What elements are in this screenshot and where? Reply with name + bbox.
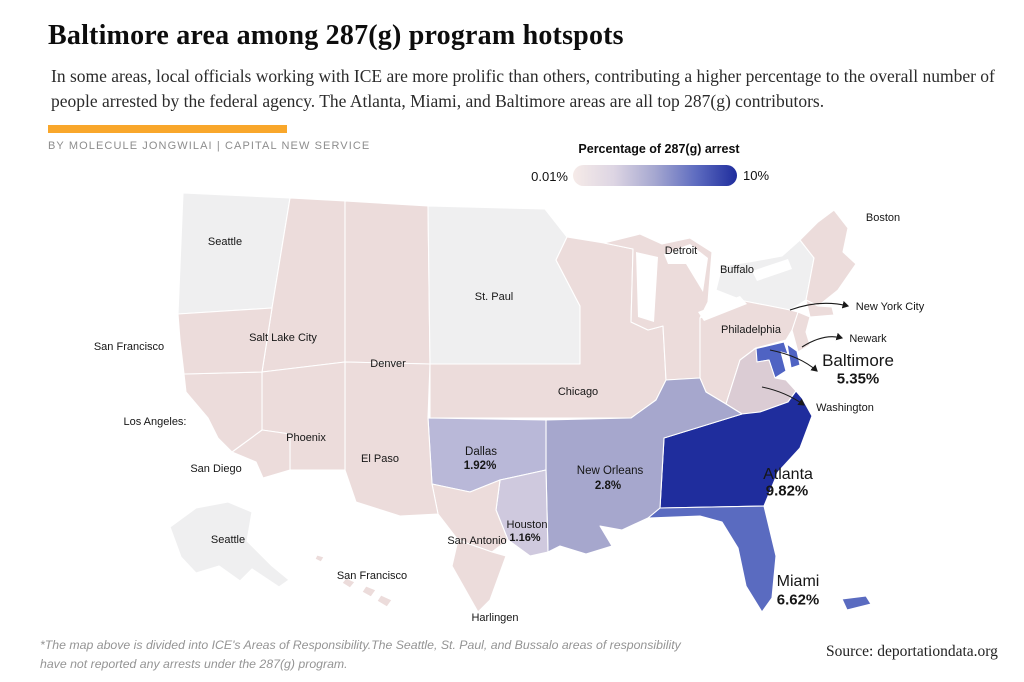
source-credit: Source: deportationdata.org: [826, 643, 998, 660]
map-label-los-angeles: Los Angeles:: [123, 416, 187, 428]
map-label-newark: Newark: [849, 333, 887, 345]
map-label-houston-pct: 1.16%: [509, 532, 541, 544]
map-label-harlingen: Harlingen: [471, 612, 519, 624]
legend-title: Percentage of 287(g) arrest: [578, 142, 740, 156]
region-hawaii: [314, 554, 393, 608]
region-harlingen: [451, 539, 507, 613]
lake-shape: [664, 244, 708, 292]
map-label-san-francisco-south: San Francisco: [336, 570, 408, 582]
map-label-miami: Miami: [776, 573, 820, 590]
lake-shape: [636, 252, 658, 322]
map-label-san-antonio: San Antonio: [447, 535, 507, 547]
map-label-seattle-alaska: Seattle: [210, 534, 246, 546]
map-label-dallas-pct: 1.92%: [463, 460, 497, 472]
map-label-st-paul: St. Paul: [474, 291, 514, 303]
map-label-denver: Denver: [370, 358, 406, 370]
map-label-baltimore-pct: 5.35%: [836, 370, 880, 388]
region-boston: [799, 209, 857, 307]
map-label-san-diego: San Diego: [190, 463, 242, 475]
map-label-washington: Washington: [816, 402, 874, 414]
annotation-arrow: [801, 332, 844, 348]
footnote: *The map above is divided into ICE's Are…: [40, 636, 681, 674]
lake-shape: [698, 296, 747, 321]
map-label-buffalo: Buffalo: [719, 264, 755, 276]
accent-bar: [48, 125, 287, 133]
page-title: Baltimore area among 287(g) program hots…: [48, 20, 624, 51]
region-st-paul: [427, 205, 581, 365]
map-label-dallas: Dallas: [465, 446, 497, 458]
map-label-seattle-nw: Seattle: [207, 236, 243, 248]
footnote-line-1: *The map above is divided into ICE's Are…: [40, 638, 681, 652]
map-label-boston: Boston: [865, 212, 901, 224]
region-el-paso: [344, 361, 439, 517]
legend-gradient-bar: [573, 165, 737, 186]
footnote-line-2: have not reported any arrests under the …: [40, 657, 348, 672]
legend-min-label: 0.01%: [531, 169, 568, 184]
map-label-san-francisco-west: San Francisco: [93, 341, 165, 353]
region-denver: [344, 200, 431, 365]
map-label-chicago: Chicago: [557, 386, 599, 398]
subtitle: In some areas, local officials working w…: [51, 66, 995, 111]
byline: BY MOLECULE JONGWILAI | CAPITAL NEW SERV…: [48, 140, 371, 152]
map-label-el-paso: El Paso: [361, 453, 399, 465]
map-label-new-orleans-pct: 2.8%: [594, 480, 622, 492]
map-label-houston: Houston: [506, 519, 548, 531]
great-lakes: [636, 244, 792, 322]
map-label-atlanta: Atlanta: [763, 466, 813, 483]
map-label-philadelphia: Philadelphia: [721, 324, 781, 336]
annotation-arrow: [789, 300, 850, 311]
map-label-atlanta-pct: 9.82%: [765, 482, 809, 500]
region-miami: [647, 505, 777, 613]
legend-max-label: 10%: [743, 168, 770, 183]
regions-layer: [169, 192, 872, 613]
region-seattle: [177, 192, 291, 315]
region-san-antonio: [431, 479, 509, 553]
map-label-new-york-city: New York City: [855, 301, 925, 313]
map-label-detroit: Detroit: [664, 245, 698, 257]
region-los-angeles: [183, 371, 263, 453]
annotation-arrow: [769, 349, 818, 372]
map-label-new-orleans: New Orleans: [576, 465, 644, 477]
region-san-francisco: [177, 307, 273, 375]
lake-shape: [752, 259, 792, 281]
map-label-baltimore: Baltimore: [822, 351, 894, 370]
region-puerto-rico: [841, 595, 872, 611]
annotation-arrow: [761, 386, 805, 406]
region-new-orleans: [545, 377, 743, 555]
annotation-arrows: [761, 300, 850, 406]
region-alaska-seattle: [169, 501, 290, 588]
map-label-miami-pct: 6.62%: [776, 591, 820, 609]
map-label-phoenix: Phoenix: [286, 432, 326, 444]
map-label-salt-lake-city: Salt Lake City: [249, 332, 317, 344]
